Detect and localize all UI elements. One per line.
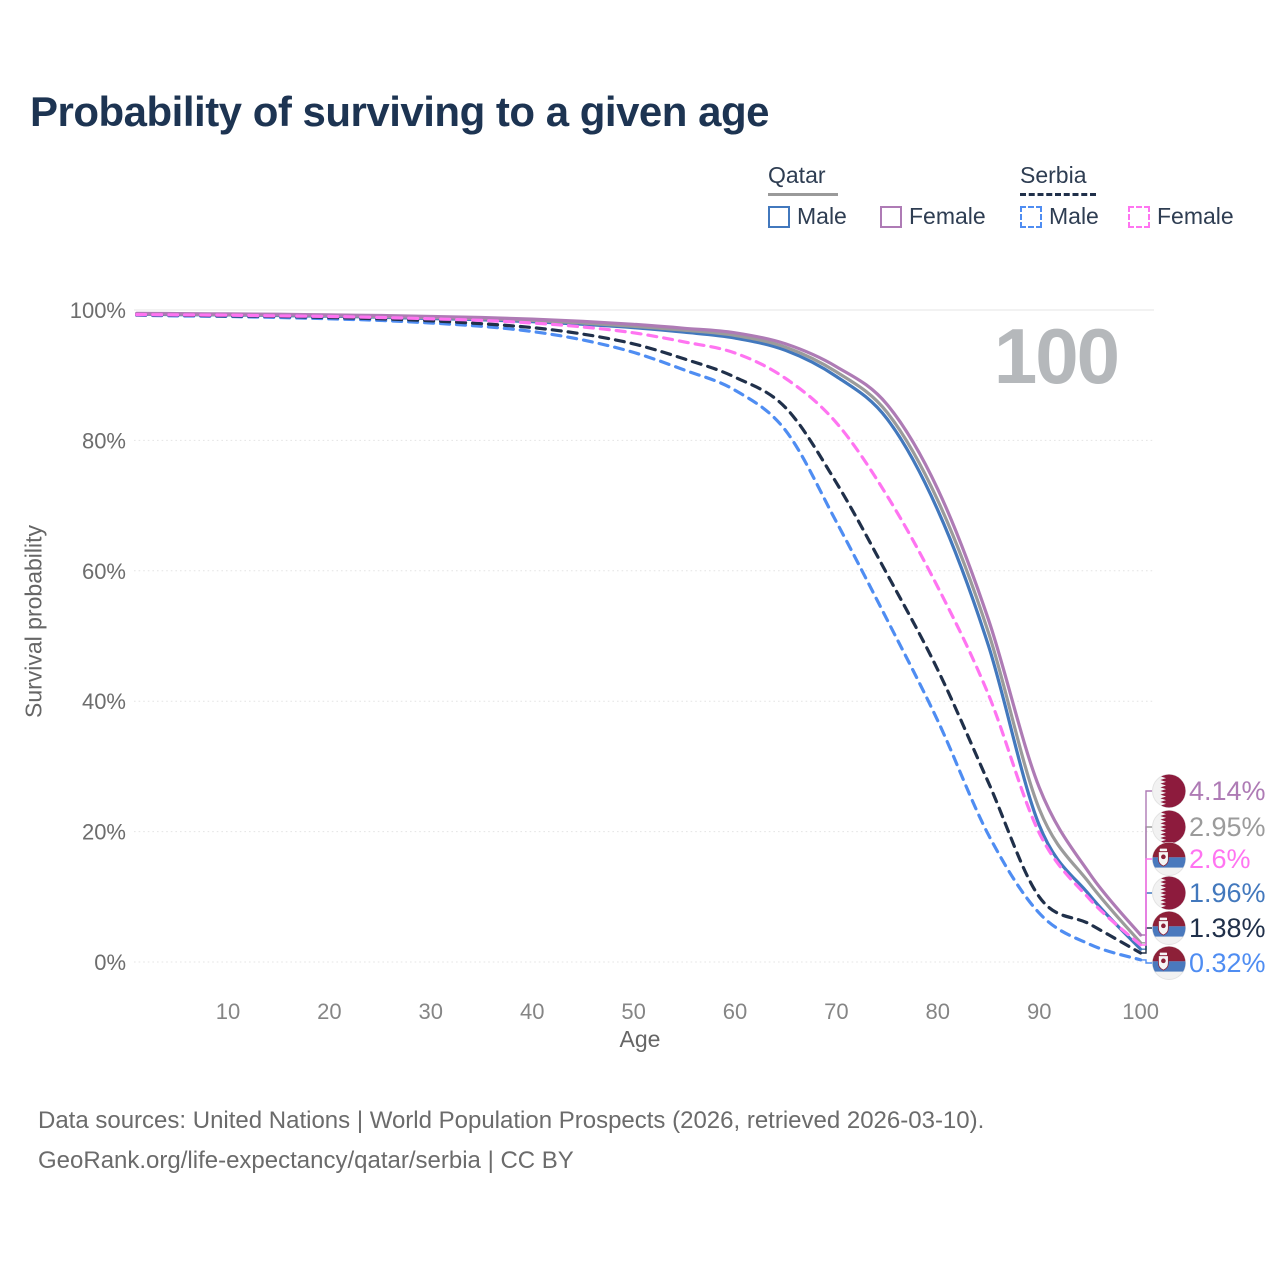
end-value-label: 1.96% — [1189, 878, 1266, 908]
series-lines — [135, 311, 1143, 962]
x-tick-label: 80 — [926, 999, 950, 1024]
legend-item-label: Male — [1049, 203, 1099, 229]
qatar-female-swatch-icon — [880, 205, 902, 228]
y-axis-tick-labels: 0% 20% 40% 60% 80% 100% — [70, 298, 126, 975]
series-line-serbia-female — [135, 313, 1143, 947]
leader-line — [1140, 858, 1152, 946]
end-value-label: 2.95% — [1189, 812, 1266, 842]
legend-item-qatar-female[interactable]: Female — [880, 203, 986, 230]
serbia-flag-icon — [1152, 842, 1186, 876]
end-value-label: 2.6% — [1189, 844, 1251, 874]
x-tick-label: 30 — [419, 999, 443, 1024]
series-line-qatar-male — [135, 312, 1143, 951]
x-tick-label: 60 — [723, 999, 747, 1024]
serbia-male-swatch-icon — [1020, 205, 1042, 228]
legend-item-label: Female — [909, 203, 986, 229]
leader-line — [1140, 959, 1152, 964]
end-value-label: 1.38% — [1189, 913, 1266, 943]
qatar-flag-icon — [1152, 810, 1186, 844]
legend-item-serbia-female[interactable]: Female — [1128, 203, 1234, 230]
legend-group-qatar: Qatar — [768, 162, 826, 188]
legend-group-serbia: Serbia — [1020, 162, 1087, 188]
qatar-solid-line-sample — [768, 193, 838, 196]
gridlines — [134, 309, 1154, 963]
qatar-male-swatch-icon — [768, 205, 790, 228]
x-tick-label: 90 — [1027, 999, 1051, 1024]
x-tick-label: 10 — [216, 999, 240, 1024]
end-value-label: 0.32% — [1189, 948, 1266, 978]
serbia-flag-icon — [1152, 911, 1186, 945]
y-tick-label: 40% — [82, 689, 126, 714]
serbia-flag-icon — [1152, 946, 1186, 980]
x-axis-tick-labels: 10 20 30 40 50 60 70 80 90 100 — [216, 999, 1159, 1024]
x-tick-label: 70 — [824, 999, 848, 1024]
x-axis-title: Age — [619, 1026, 661, 1052]
end-value-label: 4.14% — [1189, 776, 1266, 806]
legend-item-label: Male — [797, 203, 847, 229]
x-tick-label: 40 — [520, 999, 544, 1024]
x-tick-label: 100 — [1122, 999, 1159, 1024]
page-title: Probability of surviving to a given age — [30, 88, 769, 135]
y-tick-label: 20% — [82, 820, 126, 845]
qatar-flag-icon — [1152, 876, 1186, 910]
serbia-dashed-line-sample — [1020, 193, 1096, 196]
qatar-flag-icon — [1152, 774, 1186, 808]
serbia-female-swatch-icon — [1128, 205, 1150, 228]
age-watermark: 100 — [994, 312, 1118, 400]
x-tick-label: 50 — [621, 999, 645, 1024]
legend-item-qatar-male[interactable]: Male — [768, 203, 847, 230]
y-tick-label: 80% — [82, 428, 126, 453]
legend-item-label: Female — [1157, 203, 1234, 229]
y-tick-label: 60% — [82, 559, 126, 584]
y-axis-title: Survival probability — [20, 524, 47, 719]
y-tick-label: 100% — [70, 298, 126, 323]
y-tick-label: 0% — [94, 950, 126, 975]
series-line-qatar-female — [135, 311, 1143, 937]
data-sources-note: Data sources: United Nations | World Pop… — [38, 1107, 985, 1134]
end-value-labels: 1.96% 2.95% 4.14% 0.32% 1.38% 2.6% — [1140, 774, 1266, 980]
legend-item-serbia-male[interactable]: Male — [1020, 203, 1099, 230]
attribution-link: GeoRank.org/life-expectancy/qatar/serbia… — [38, 1147, 574, 1174]
series-line-serbia-male — [135, 313, 1143, 962]
x-tick-label: 20 — [317, 999, 341, 1024]
